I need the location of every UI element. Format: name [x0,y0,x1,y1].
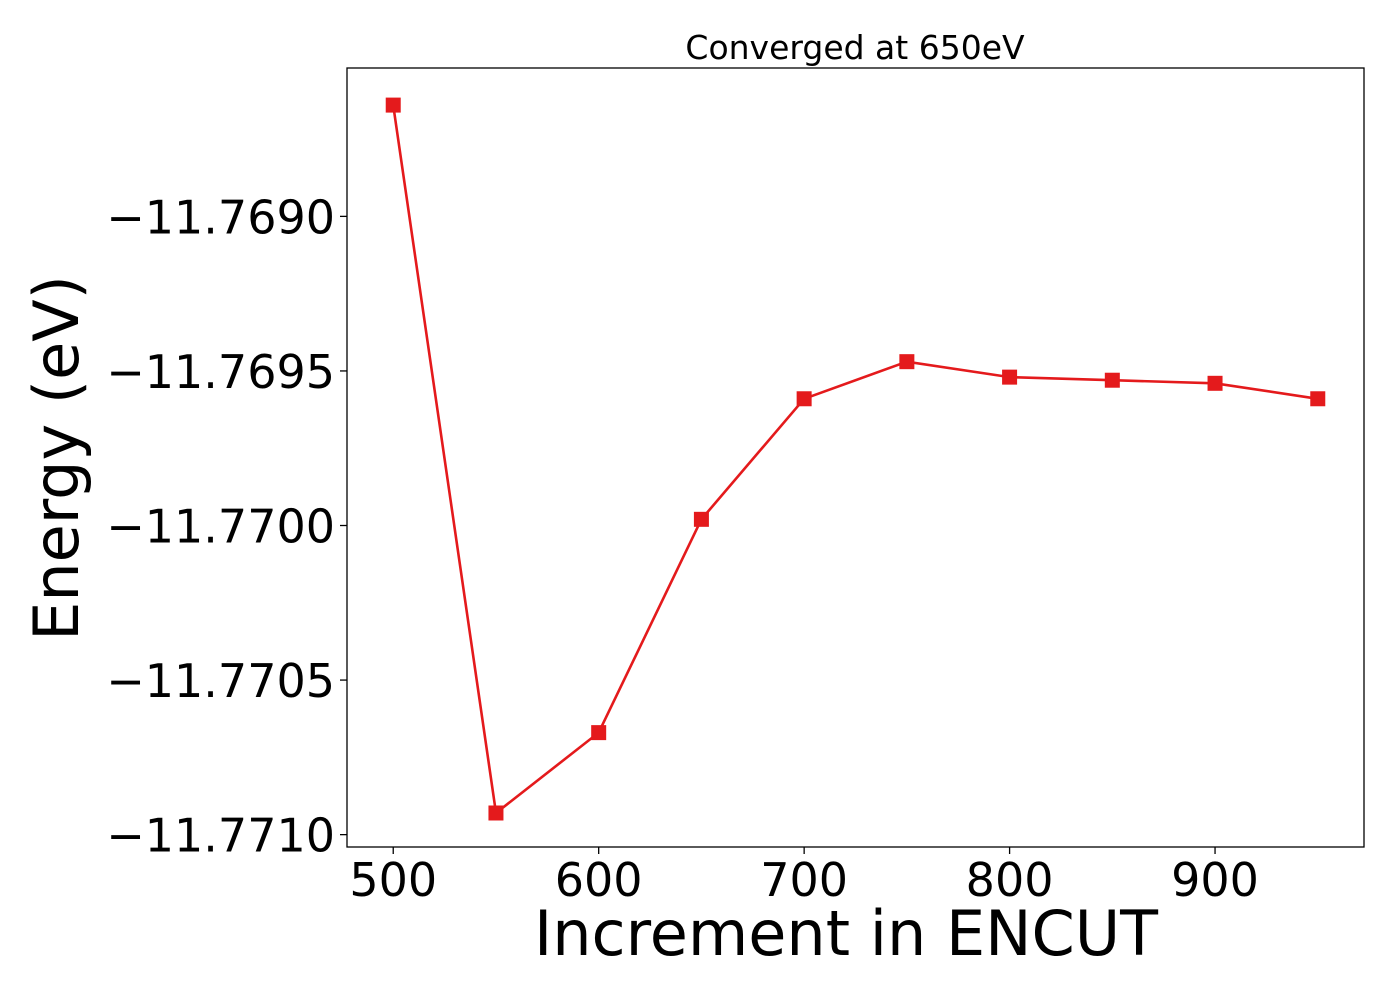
x-axis-ticks: 500 600 700 800 900 [349,847,1259,907]
data-point [1207,375,1223,391]
data-point [1310,391,1326,407]
x-tick-label: 800 [966,853,1054,907]
data-point [591,725,607,741]
data-point [1002,369,1018,385]
data-point [488,805,504,821]
data-point [796,391,812,407]
x-axis-label: Increment in ENCUT [534,897,1159,970]
data-point [1104,372,1120,388]
series-line [391,104,1318,816]
plot-frame [346,67,1365,848]
y-axis-ticks: −11.7690 −11.7695 −11.7700 −11.7705 −11.7710 [106,190,347,863]
x-tick-label: 600 [555,853,643,907]
data-point [899,354,915,370]
chart-title: Converged at 650eV [685,28,1025,67]
data-point [385,97,401,113]
y-tick-label: −11.7690 [106,190,335,244]
y-tick-label: −11.7705 [106,654,335,708]
x-tick-label: 500 [349,853,437,907]
data-point [693,511,709,527]
y-tick-label: −11.7710 [106,809,335,863]
x-tick-label: 900 [1171,853,1259,907]
y-tick-label: −11.7695 [106,345,335,399]
series-layer [385,97,1326,821]
y-axis-label: Energy (eV) [20,275,93,641]
y-tick-label: −11.7700 [106,500,335,554]
x-tick-label: 700 [760,853,848,907]
